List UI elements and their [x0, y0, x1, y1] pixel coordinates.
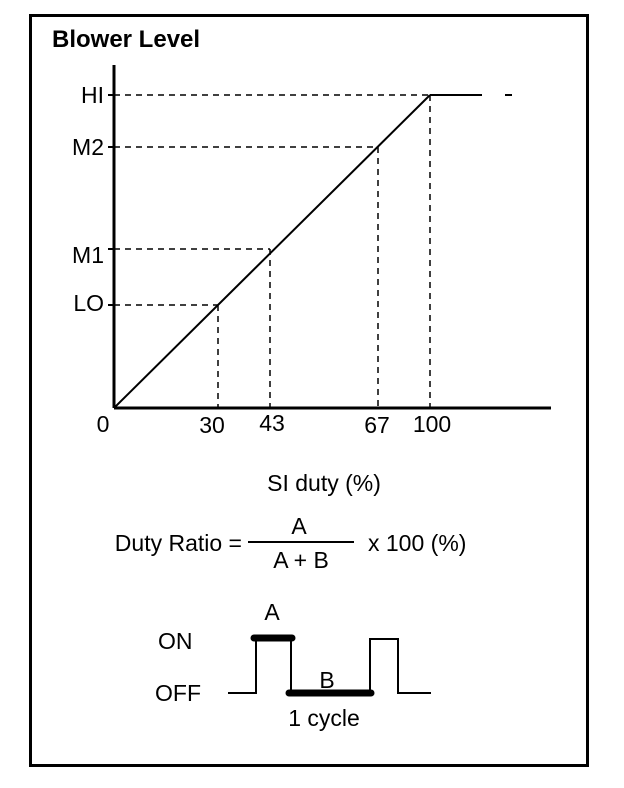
x-tick-67: 67 [364, 412, 390, 438]
waveform-b-label: B [319, 667, 334, 693]
diagram-title: Blower Level [52, 26, 200, 53]
formula-denominator: A + B [273, 547, 329, 573]
formula-right: x 100 (%) [368, 530, 466, 556]
x-tick-43: 43 [259, 410, 285, 436]
x-origin-label: 0 [97, 411, 110, 437]
waveform-on-label: ON [158, 628, 193, 654]
formula-left: Duty Ratio = [115, 530, 242, 556]
waveform-a-label: A [264, 599, 280, 625]
y-label-lo: LO [73, 290, 104, 316]
y-label-hi: HI [81, 82, 104, 108]
y-label-m2: M2 [72, 134, 104, 160]
formula-numerator: A [291, 513, 307, 539]
x-axis-label: SI duty (%) [267, 470, 381, 496]
waveform-off-label: OFF [155, 680, 201, 706]
y-label-m1: M1 [72, 242, 104, 268]
x-tick-30: 30 [199, 412, 225, 438]
waveform-cycle-label: 1 cycle [288, 705, 360, 731]
x-tick-100: 100 [413, 411, 451, 437]
duty-ramp-line [113, 94, 431, 409]
diagram-frame [29, 14, 589, 767]
